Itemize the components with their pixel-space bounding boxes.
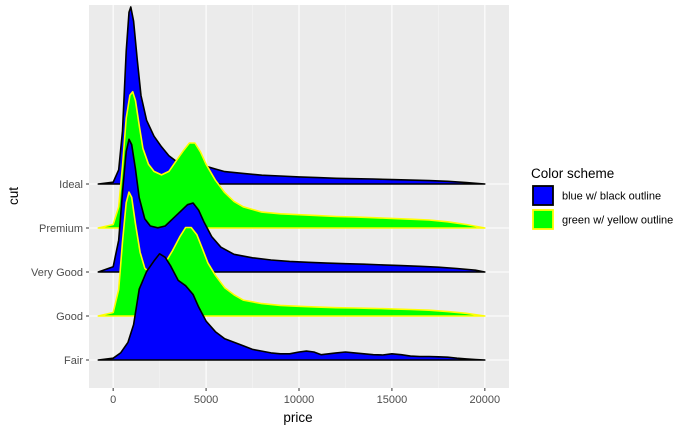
- legend-title: Color scheme: [531, 166, 614, 181]
- ridge-good: [97, 191, 486, 317]
- x-tick-label: 20000: [470, 394, 501, 406]
- x-axis-title: price: [283, 410, 312, 425]
- y-axis: Fair Good Very Good Premium Ideal: [31, 179, 89, 367]
- x-tick-label: 15000: [377, 394, 408, 406]
- y-axis-title: cut: [6, 187, 21, 205]
- x-tick-label: 5000: [194, 394, 218, 406]
- y-tick-label-fair: Fair: [64, 355, 83, 367]
- legend-key-blue: [532, 185, 554, 206]
- density-ridges: [97, 6, 486, 361]
- y-tick-label-very-good: Very Good: [31, 267, 83, 279]
- legend: Color scheme blue w/ black outline green…: [531, 166, 673, 230]
- x-axis: 0 5000 10000 15000 20000: [110, 388, 500, 406]
- y-tick-label-ideal: Ideal: [59, 179, 83, 191]
- legend-key-green: [532, 209, 554, 230]
- x-tick-label: 10000: [284, 394, 315, 406]
- ridge-fair: [97, 253, 486, 361]
- ridge-premium: [97, 90, 486, 229]
- x-tick-label: 0: [110, 394, 116, 406]
- legend-label-green: green w/ yellow outline: [562, 215, 673, 227]
- legend-label-blue: blue w/ black outline: [562, 191, 661, 203]
- y-tick-label-premium: Premium: [39, 223, 83, 235]
- y-tick-label-good: Good: [56, 311, 83, 323]
